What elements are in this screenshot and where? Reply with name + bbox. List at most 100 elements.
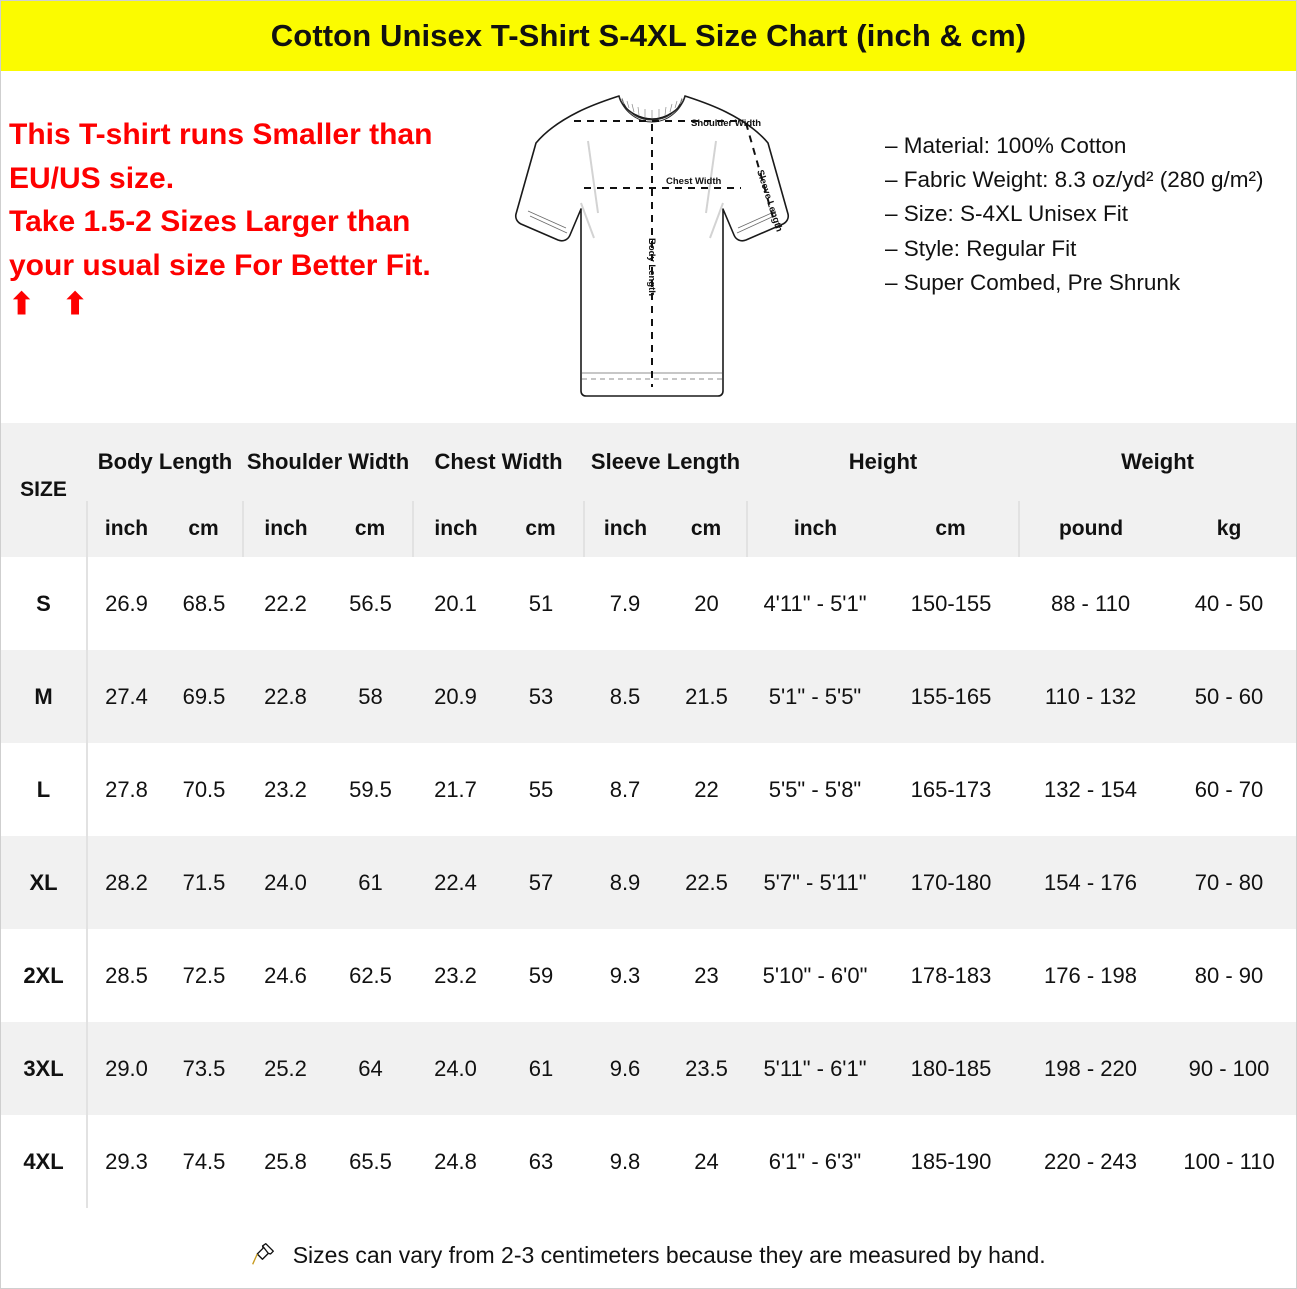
cell-weight-kg: 40 - 50 xyxy=(1162,557,1296,650)
cell-chest-width-cm: 61 xyxy=(498,1022,584,1115)
table-row: L 27.8 70.5 23.2 59.5 21.7 55 8.7 22 5'5… xyxy=(1,743,1296,836)
cell-shoulder-width-inch: 25.8 xyxy=(243,1115,328,1208)
col-header-shoulder-width: Shoulder Width xyxy=(243,423,413,501)
diagram-label-shoulder-width: Shoulder Width xyxy=(691,118,761,129)
unit-header-chest-width-inch: inch xyxy=(412,501,498,557)
cell-height-cm: 155-165 xyxy=(883,650,1020,743)
cell-sleeve-length-inch: 7.9 xyxy=(584,557,666,650)
cell-body-length-cm: 71.5 xyxy=(165,836,243,929)
cell-sleeve-length-inch: 9.8 xyxy=(584,1115,666,1208)
col-header-body-length: Body Length xyxy=(87,423,243,501)
sizing-warning: This T-shirt runs Smaller than EU/US siz… xyxy=(9,113,509,323)
cell-weight-kg: 50 - 60 xyxy=(1162,650,1296,743)
footnote-text: Sizes can vary from 2-3 centimeters beca… xyxy=(292,1242,1046,1268)
cell-size: XL xyxy=(1,836,88,929)
cell-shoulder-width-inch: 24.6 xyxy=(243,929,328,1022)
unit-header-shoulder-width-inch: inch xyxy=(242,501,328,557)
cell-shoulder-width-cm: 64 xyxy=(328,1022,413,1115)
cell-height-cm: 150-155 xyxy=(883,557,1020,650)
cell-sleeve-length-inch: 9.3 xyxy=(584,929,666,1022)
cell-body-length-inch: 29.0 xyxy=(87,1022,165,1115)
cell-height-cm: 180-185 xyxy=(883,1022,1020,1115)
up-arrow-icon: ⬆ ⬆ xyxy=(9,288,98,321)
warning-line-2: EU/US size. xyxy=(9,161,175,195)
spec-item-finish: – Super Combed, Pre Shrunk xyxy=(885,269,1181,295)
cell-weight-pound: 154 - 176 xyxy=(1019,836,1163,929)
cell-shoulder-width-inch: 25.2 xyxy=(243,1022,328,1115)
cell-chest-width-inch: 24.0 xyxy=(413,1022,498,1115)
col-header-chest-width: Chest Width xyxy=(413,423,584,501)
warning-line-3: Take 1.5-2 Sizes Larger than xyxy=(9,205,411,238)
cell-sleeve-length-inch: 9.6 xyxy=(584,1022,666,1115)
cell-chest-width-inch: 20.1 xyxy=(413,557,498,650)
cell-weight-kg: 80 - 90 xyxy=(1162,929,1296,1022)
cell-chest-width-inch: 20.9 xyxy=(413,650,498,743)
cell-body-length-cm: 74.5 xyxy=(165,1115,243,1208)
cell-body-length-inch: 28.5 xyxy=(87,929,165,1022)
warning-line-4: your usual size For Better Fit. xyxy=(9,248,431,282)
unit-header-weight-pound: pound xyxy=(1018,501,1163,557)
cell-height-inch: 6'1" - 6'3" xyxy=(747,1115,883,1208)
cell-shoulder-width-cm: 58 xyxy=(328,650,413,743)
cell-chest-width-cm: 53 xyxy=(498,650,584,743)
cell-shoulder-width-inch: 24.0 xyxy=(243,836,328,929)
product-specs-list: – Material: 100% Cotton – Fabric Weight:… xyxy=(885,129,1285,300)
cell-chest-width-inch: 22.4 xyxy=(413,836,498,929)
cell-weight-pound: 132 - 154 xyxy=(1019,743,1163,836)
col-header-height: Height xyxy=(747,423,1020,501)
cell-shoulder-width-cm: 61 xyxy=(328,836,413,929)
cell-body-length-cm: 73.5 xyxy=(165,1022,243,1115)
cell-body-length-cm: 69.5 xyxy=(165,650,243,743)
unit-header-sleeve-length-cm: cm xyxy=(666,501,747,557)
spec-item-fabric-weight: – Fabric Weight: 8.3 oz/yd² (280 g/m²) xyxy=(885,167,1264,193)
unit-header-body-length-cm: cm xyxy=(165,501,243,557)
cell-body-length-cm: 72.5 xyxy=(165,929,243,1022)
table-group-header-row: SIZE Body Length Shoulder Width Chest Wi… xyxy=(1,423,1296,557)
cell-height-cm: 178-183 xyxy=(883,929,1020,1022)
cell-weight-kg: 90 - 100 xyxy=(1162,1022,1296,1115)
cell-height-cm: 170-180 xyxy=(883,836,1020,929)
unit-header-weight-kg: kg xyxy=(1162,501,1296,557)
table-body: S 26.9 68.5 22.2 56.5 20.1 51 7.9 20 4'1… xyxy=(1,557,1296,1208)
cell-body-length-inch: 28.2 xyxy=(87,836,165,929)
cell-chest-width-cm: 59 xyxy=(498,929,584,1022)
unit-header-height-cm: cm xyxy=(883,501,1020,557)
pushpin-icon xyxy=(251,1241,276,1272)
cell-sleeve-length-cm: 21.5 xyxy=(666,650,747,743)
cell-size: 3XL xyxy=(1,1022,88,1115)
cell-sleeve-length-inch: 8.9 xyxy=(584,836,666,929)
cell-body-length-inch: 26.9 xyxy=(87,557,165,650)
unit-header-body-length-inch: inch xyxy=(86,501,165,557)
footnote: Sizes can vary from 2-3 centimeters beca… xyxy=(1,1241,1296,1272)
cell-shoulder-width-inch: 23.2 xyxy=(243,743,328,836)
table-row: 3XL 29.0 73.5 25.2 64 24.0 61 9.6 23.5 5… xyxy=(1,1022,1296,1115)
unit-header-chest-width-cm: cm xyxy=(498,501,584,557)
cell-size: S xyxy=(1,557,88,650)
cell-height-inch: 5'5" - 5'8" xyxy=(747,743,883,836)
cell-chest-width-cm: 51 xyxy=(498,557,584,650)
cell-body-length-inch: 27.4 xyxy=(87,650,165,743)
cell-height-inch: 4'11" - 5'1" xyxy=(747,557,883,650)
unit-header-shoulder-width-cm: cm xyxy=(328,501,413,557)
cell-height-inch: 5'10" - 6'0" xyxy=(747,929,883,1022)
table-row: XL 28.2 71.5 24.0 61 22.4 57 8.9 22.5 5'… xyxy=(1,836,1296,929)
spec-item-size: – Size: S-4XL Unisex Fit xyxy=(885,201,1129,227)
cell-chest-width-inch: 21.7 xyxy=(413,743,498,836)
unit-header-sleeve-length-inch: inch xyxy=(583,501,666,557)
cell-sleeve-length-cm: 23 xyxy=(666,929,747,1022)
tshirt-diagram: Shoulder Width Chest Width Body Length S… xyxy=(506,83,796,413)
cell-height-cm: 185-190 xyxy=(883,1115,1020,1208)
cell-sleeve-length-cm: 24 xyxy=(666,1115,747,1208)
diagram-label-chest-width: Chest Width xyxy=(666,176,722,187)
cell-chest-width-inch: 24.8 xyxy=(413,1115,498,1208)
unit-header-height-inch: inch xyxy=(746,501,883,557)
cell-weight-kg: 60 - 70 xyxy=(1162,743,1296,836)
spec-item-material: – Material: 100% Cotton xyxy=(885,133,1127,158)
cell-weight-kg: 70 - 80 xyxy=(1162,836,1296,929)
spec-item-style: – Style: Regular Fit xyxy=(885,235,1077,261)
cell-sleeve-length-cm: 22.5 xyxy=(666,836,747,929)
cell-weight-pound: 220 - 243 xyxy=(1019,1115,1163,1208)
cell-sleeve-length-cm: 22 xyxy=(666,743,747,836)
cell-body-length-inch: 27.8 xyxy=(87,743,165,836)
